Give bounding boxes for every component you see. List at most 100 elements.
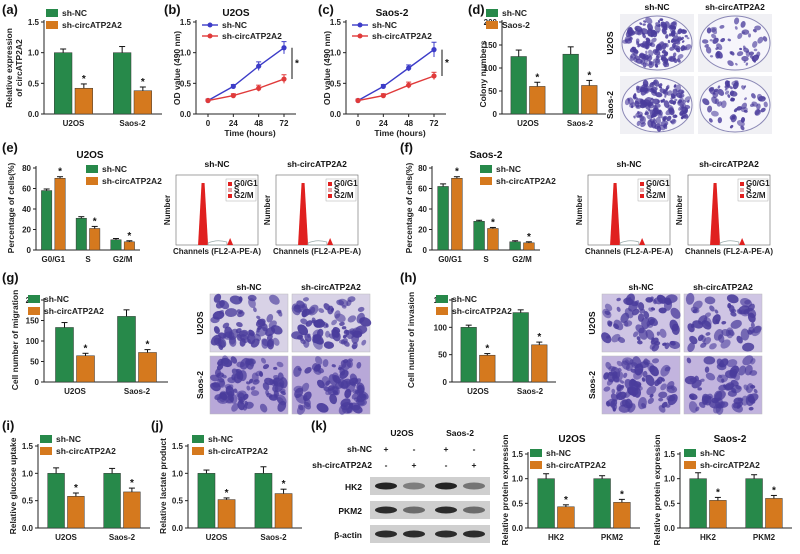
cell [656, 376, 663, 385]
colony [662, 90, 668, 95]
cell [361, 339, 367, 346]
y-tick-label: 100 [434, 323, 448, 332]
cell [697, 387, 702, 391]
colony [652, 98, 660, 105]
cell [247, 294, 257, 302]
colony [711, 27, 718, 35]
cell [351, 332, 360, 344]
bar [437, 186, 449, 251]
series-line [357, 49, 435, 102]
significance-star: * [295, 58, 299, 69]
cell [618, 367, 622, 372]
cell [301, 308, 311, 317]
colony [749, 55, 755, 60]
colony [650, 114, 655, 119]
data-point [230, 83, 236, 89]
colony [684, 35, 688, 38]
cell [608, 371, 613, 376]
data-point [281, 45, 287, 51]
x-tick-label: S [483, 255, 489, 264]
colony [671, 29, 676, 35]
data-point [281, 76, 287, 82]
data-point [406, 65, 412, 71]
colony-dish-image [698, 14, 772, 72]
x-tick-label: S [85, 255, 91, 264]
cell [604, 303, 613, 312]
legend-swatch [28, 295, 40, 303]
colony [740, 117, 746, 123]
colony [713, 92, 716, 95]
cell [309, 306, 316, 314]
image-row-label: U2OS [587, 311, 597, 334]
cell [342, 405, 353, 414]
cell [637, 302, 645, 311]
x-tick-label: Saos-2 [124, 387, 151, 396]
cell [692, 308, 698, 314]
chart-title: U2OS [222, 8, 250, 19]
colony [649, 42, 656, 48]
cell [340, 398, 351, 407]
colony [677, 36, 682, 42]
cell [352, 389, 360, 394]
colony [682, 29, 686, 32]
y-tick-label: 0.5 [28, 79, 40, 88]
legend-label: sh-circATP2A2 [44, 306, 104, 316]
colony [666, 115, 672, 122]
cell [695, 406, 700, 412]
bar [451, 178, 463, 251]
cell [250, 390, 260, 397]
cell [255, 326, 268, 337]
legend-label: sh-NC [546, 448, 571, 458]
histogram-legend-swatch [740, 188, 744, 192]
panel-label-h: (h) [400, 270, 417, 285]
cell [248, 378, 254, 384]
colony [702, 39, 709, 44]
significance-star: * [587, 70, 591, 81]
cell [753, 388, 758, 394]
histogram-legend-box [737, 178, 769, 202]
legend-label: sh-circATP2A2 [208, 446, 268, 456]
bar [613, 502, 631, 529]
colony [665, 85, 670, 90]
legend-label: sh-circATP2A2 [700, 460, 760, 470]
cell [697, 334, 704, 342]
cell [728, 304, 735, 313]
histogram-legend-label: G0/G1 [334, 179, 358, 188]
colony [737, 33, 743, 40]
cell [343, 329, 348, 334]
colony [636, 120, 641, 127]
cell [704, 366, 710, 373]
cell [748, 326, 755, 333]
colony [667, 39, 671, 44]
blot-sign: + [384, 444, 389, 454]
panel-label-b: (b) [164, 2, 181, 17]
cell [256, 315, 261, 320]
y-tick-label: 50 [488, 87, 497, 96]
x-tick-label: 0 [206, 119, 211, 128]
cell [637, 340, 643, 345]
cell [715, 319, 720, 325]
colony [639, 22, 643, 25]
cell [610, 393, 618, 402]
y-tick-label: 50 [438, 351, 447, 360]
cell [329, 393, 338, 405]
cell [355, 325, 368, 335]
colony [714, 98, 720, 105]
panel-label-c: (c) [318, 2, 334, 17]
significance-star: * [84, 343, 88, 354]
y-tick-label: 40 [22, 205, 31, 214]
colony [660, 99, 663, 103]
cell [331, 364, 336, 368]
cell [658, 391, 668, 399]
legend-swatch [480, 165, 492, 173]
cell [213, 326, 220, 334]
panel-label-e: (e) [2, 140, 18, 155]
cell [658, 307, 667, 314]
y-axis-label: Percentage of cells(%) [404, 162, 414, 253]
histogram-y-label: Number [263, 195, 272, 225]
x-tick-label: PKM2 [601, 533, 624, 542]
colony [658, 23, 661, 27]
y-tick-label: 0 [35, 378, 40, 387]
blot-band [403, 530, 425, 538]
